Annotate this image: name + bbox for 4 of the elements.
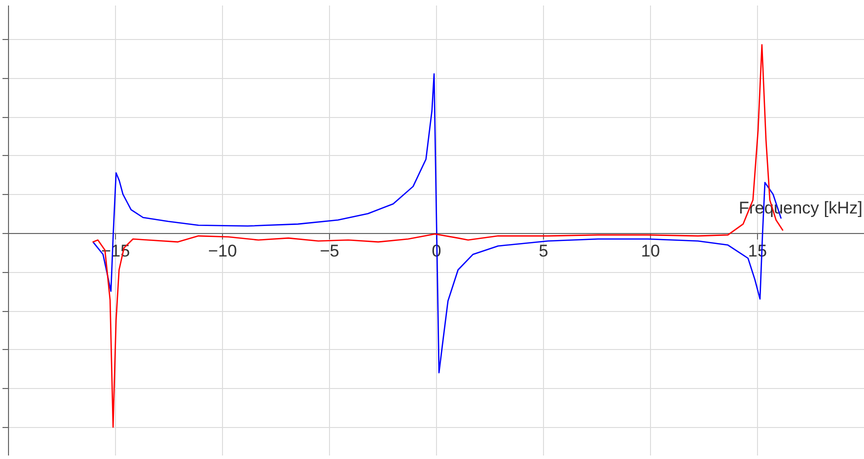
x-tick-label: 10 (641, 242, 660, 260)
x-tick-label: −10 (208, 242, 237, 260)
x-tick-label: 5 (538, 242, 548, 260)
x-tick-label: −5 (320, 242, 340, 260)
